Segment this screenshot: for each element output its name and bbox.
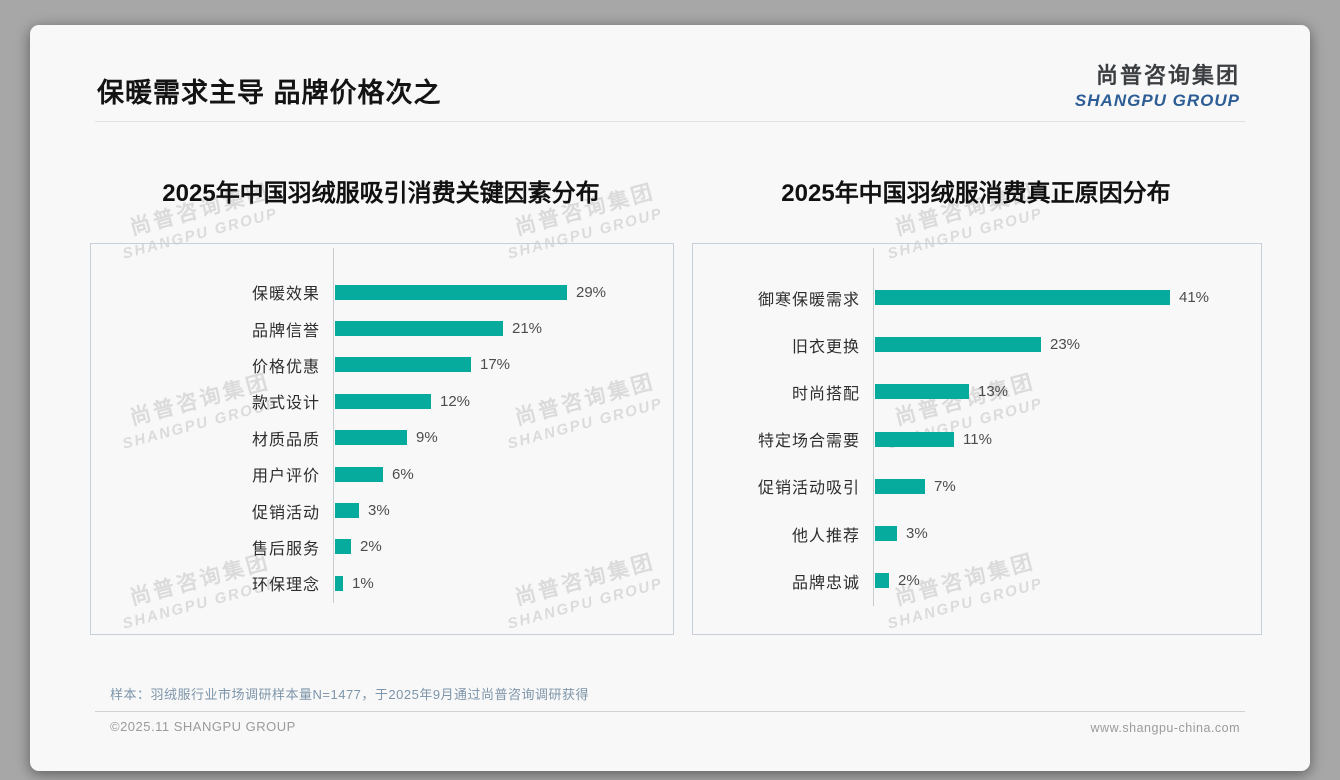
bar-area: 29%	[333, 284, 606, 301]
website-url: www.shangpu-china.com	[1090, 721, 1240, 735]
bar	[335, 321, 503, 337]
chart-row: 品牌忠诚 2%	[693, 557, 1261, 604]
bar-area: 17%	[333, 356, 510, 373]
bar-area: 3%	[873, 525, 928, 542]
category-label: 款式设计	[251, 395, 320, 413]
footer-divider	[95, 711, 1245, 712]
bar	[335, 466, 383, 482]
chart-row: 款式设计 12%	[91, 383, 673, 419]
slide-card: 尚普咨询集团 SHANGPU GROUP 尚普咨询集团 SHANGPU GROUP 尚普…	[30, 25, 1310, 771]
bar-area: 6%	[333, 466, 414, 483]
left-chart-axis-line	[333, 248, 334, 603]
value-label: 2%	[360, 538, 382, 556]
bar-area: 41%	[873, 289, 1209, 306]
chart-row: 售后服务 2%	[91, 529, 673, 565]
right-chart-axis-line	[873, 248, 874, 606]
value-label: 9%	[416, 429, 438, 447]
category-label: 御寒保暖需求	[757, 291, 860, 309]
value-label: 41%	[1179, 289, 1210, 307]
category-label: 材质品质	[251, 431, 320, 449]
category-label: 环保理念	[251, 577, 320, 595]
category-label: 时尚搭配	[791, 385, 860, 403]
left-chart-rows: 保暖效果 29% 品牌信誉 21% 价格优惠 17% 款式设计 12% 材质品质 9% 用户评价 6%…	[91, 274, 673, 602]
value-label: 2%	[898, 572, 920, 590]
value-label: 21%	[512, 320, 543, 338]
chart-row: 保暖效果 29%	[91, 274, 673, 310]
chart-row: 促销活动吸引 7%	[693, 463, 1261, 510]
brand-logo-chinese: 尚普咨询集团	[1095, 63, 1240, 88]
bar-area: 2%	[333, 538, 382, 555]
value-label: 17%	[480, 356, 511, 374]
value-label: 3%	[368, 502, 390, 520]
bar-area: 7%	[873, 478, 956, 495]
bar-area: 13%	[873, 383, 1008, 400]
copyright-text: ©2025.11 SHANGPU GROUP	[110, 719, 296, 734]
category-label: 品牌信誉	[251, 322, 320, 340]
right-chart: 御寒保暖需求 41% 旧衣更换 23% 时尚搭配 13% 特定场合需要 11% 促销活动吸引 7%…	[692, 243, 1262, 635]
bar	[875, 290, 1170, 306]
chart-row: 他人推荐 3%	[693, 510, 1261, 557]
bar	[875, 526, 897, 542]
category-label: 旧衣更换	[791, 338, 860, 356]
brand-logo-english: SHANGPU GROUP	[1074, 91, 1240, 110]
chart-row: 材质品质 9%	[91, 420, 673, 456]
sample-note: 样本：羽绒服行业市场调研样本量N=1477，于2025年9月通过尚普咨询调研获得	[110, 687, 590, 702]
bar	[335, 430, 407, 446]
value-label: 12%	[440, 392, 471, 410]
bar-area: 11%	[873, 431, 992, 448]
category-label: 特定场合需要	[757, 433, 860, 451]
value-label: 29%	[576, 283, 607, 301]
left-chart-title: 2025年中国羽绒服吸引消费关键因素分布	[162, 180, 600, 207]
bar-area: 12%	[333, 393, 470, 410]
bar	[875, 573, 889, 589]
value-label: 1%	[352, 574, 374, 592]
category-label: 促销活动吸引	[757, 480, 860, 498]
bar-area: 9%	[333, 429, 438, 446]
chart-row: 特定场合需要 11%	[693, 416, 1261, 463]
chart-row: 环保理念 1%	[91, 565, 673, 601]
category-label: 售后服务	[251, 540, 320, 558]
right-chart-rows: 御寒保暖需求 41% 旧衣更换 23% 时尚搭配 13% 特定场合需要 11% 促销活动吸引 7%…	[693, 274, 1261, 604]
chart-row: 旧衣更换 23%	[693, 321, 1261, 368]
bar-area: 21%	[333, 320, 542, 337]
value-label: 6%	[392, 465, 414, 483]
chart-row: 用户评价 6%	[91, 456, 673, 492]
bar	[335, 575, 343, 591]
bar-area: 23%	[873, 336, 1080, 353]
chart-row: 时尚搭配 13%	[693, 368, 1261, 415]
value-label: 3%	[906, 525, 928, 543]
category-label: 价格优惠	[251, 358, 320, 376]
title-divider	[95, 121, 1245, 122]
bar	[875, 337, 1041, 353]
bar-area: 3%	[333, 502, 390, 519]
bar	[875, 478, 925, 494]
category-label: 他人推荐	[791, 527, 860, 545]
category-label: 保暖效果	[251, 286, 320, 304]
bar	[335, 539, 351, 555]
bar	[875, 431, 954, 447]
chart-row: 促销活动 3%	[91, 492, 673, 528]
value-label: 11%	[963, 430, 992, 448]
page-title: 保暖需求主导 品牌价格次之	[97, 78, 442, 108]
category-label: 品牌忠诚	[791, 574, 860, 592]
chart-row: 御寒保暖需求 41%	[693, 274, 1261, 321]
bar	[875, 384, 969, 400]
value-label: 23%	[1050, 336, 1081, 354]
right-chart-title: 2025年中国羽绒服消费真正原因分布	[781, 180, 1171, 207]
bar-area: 1%	[333, 575, 374, 592]
category-label: 促销活动	[251, 504, 320, 522]
bar	[335, 393, 431, 409]
chart-row: 价格优惠 17%	[91, 347, 673, 383]
value-label: 13%	[978, 383, 1009, 401]
bar	[335, 284, 567, 300]
value-label: 7%	[934, 477, 956, 495]
chart-row: 品牌信誉 21%	[91, 310, 673, 346]
brand-logo: 尚普咨询集团 SHANGPU GROUP	[1075, 58, 1240, 111]
category-label: 用户评价	[251, 468, 320, 486]
bar-area: 2%	[873, 572, 920, 589]
left-chart: 保暖效果 29% 品牌信誉 21% 价格优惠 17% 款式设计 12% 材质品质 9% 用户评价 6%…	[90, 243, 674, 635]
bar	[335, 503, 359, 519]
bar	[335, 357, 471, 373]
